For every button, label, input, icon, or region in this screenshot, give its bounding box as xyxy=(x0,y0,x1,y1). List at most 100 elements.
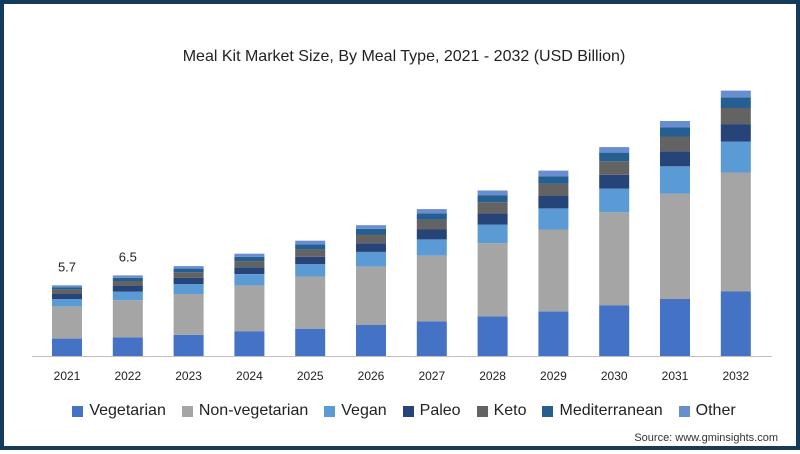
bar-segment-mediterranean-2026 xyxy=(356,228,386,235)
legend-item-other: Other xyxy=(678,402,736,420)
bar-segment-mediterranean-2031 xyxy=(660,127,690,137)
bar-segment-vegetarian-2023 xyxy=(173,334,204,356)
bar-segment-keto-2024 xyxy=(234,261,265,268)
bar-segment-vegetarian-2030 xyxy=(599,305,630,356)
bar-segment-other-2025 xyxy=(295,240,326,245)
bar-segment-mediterranean-2022 xyxy=(112,277,143,281)
bar-segment-vegetarian-2029 xyxy=(538,311,569,356)
bar-segment-mediterranean-2025 xyxy=(295,244,326,250)
legend-item-non-vegetarian: Non-vegetarian xyxy=(181,402,309,420)
bar-segment-non-vegetarian-2025 xyxy=(295,276,326,329)
bar-segment-keto-2022 xyxy=(112,281,143,286)
bar-segment-vegan-2031 xyxy=(660,166,690,194)
bar-segment-paleo-2026 xyxy=(356,243,386,252)
bar-segment-keto-2021 xyxy=(52,289,82,294)
chart-title: Meal Kit Market Size, By Meal Type, 2021… xyxy=(182,48,626,65)
x-tick-label-2021: 2021 xyxy=(54,369,81,383)
x-tick-label-2032: 2032 xyxy=(722,369,749,383)
bar-segment-paleo-2032 xyxy=(720,124,751,142)
total-label-2022: 6.5 xyxy=(119,249,137,264)
bar-segment-other-2030 xyxy=(599,147,630,153)
total-label-2021: 5.7 xyxy=(58,259,76,274)
bar-segment-mediterranean-2032 xyxy=(720,97,751,108)
bar-segment-vegan-2026 xyxy=(356,251,386,267)
bar-segment-keto-2032 xyxy=(720,108,751,125)
bar-segment-paleo-2031 xyxy=(660,151,690,167)
legend-label-paleo: Paleo xyxy=(419,402,461,419)
bar-segment-paleo-2030 xyxy=(599,175,630,189)
bar-segment-vegetarian-2027 xyxy=(416,321,447,356)
stacked-bar-chart: 2021 5.7 2022 6.5 2023 2024 2025 2026 2027 2028 20… xyxy=(32,90,772,383)
bar-segment-mediterranean-2028 xyxy=(477,195,508,203)
legend-label-keto: Keto xyxy=(493,402,527,419)
bar-segment-other-2029 xyxy=(538,170,569,177)
bar-segment-vegetarian-2031 xyxy=(660,299,690,356)
legend-label-non-vegetarian: Non-vegetarian xyxy=(198,402,309,419)
bar-segment-non-vegetarian-2031 xyxy=(660,193,690,299)
x-tick-label-2023: 2023 xyxy=(175,369,202,383)
bar-segment-non-vegetarian-2022 xyxy=(112,300,143,338)
bar-segment-vegan-2029 xyxy=(538,208,569,230)
bar-segment-mediterranean-2021 xyxy=(52,287,82,290)
bar-segment-keto-2026 xyxy=(356,234,386,244)
legend-label-mediterranean: Mediterranean xyxy=(559,402,663,419)
bar-segment-paleo-2025 xyxy=(295,256,326,265)
bar-segment-non-vegetarian-2030 xyxy=(599,212,630,306)
legend-swatch-keto xyxy=(476,405,488,417)
bar-segment-paleo-2021 xyxy=(52,294,82,299)
bar-segment-other-2021 xyxy=(52,285,82,288)
legend-label-vegetarian: Vegetarian xyxy=(89,402,166,419)
bar-segment-non-vegetarian-2028 xyxy=(477,243,508,317)
bar-segment-vegan-2027 xyxy=(416,239,447,256)
bar-segment-vegan-2032 xyxy=(720,141,751,173)
legend-swatch-paleo xyxy=(402,405,414,417)
x-tick-label-2026: 2026 xyxy=(358,369,385,383)
bar-segment-mediterranean-2023 xyxy=(173,268,204,273)
bar-segment-mediterranean-2030 xyxy=(599,152,630,162)
bar-segment-paleo-2022 xyxy=(112,285,143,292)
legend-swatch-vegetarian xyxy=(72,405,84,417)
bar-segment-vegetarian-2022 xyxy=(112,337,143,356)
source-note: Source: www.gminsights.com xyxy=(634,432,778,444)
bar-segment-vegetarian-2028 xyxy=(477,316,508,356)
bar-segment-other-2028 xyxy=(477,190,508,196)
x-tick-label-2031: 2031 xyxy=(662,369,689,383)
bar-segment-vegetarian-2025 xyxy=(295,328,326,356)
bar-segment-vegetarian-2032 xyxy=(720,291,751,356)
bar-segment-vegan-2023 xyxy=(173,284,204,294)
x-tick-label-2024: 2024 xyxy=(236,369,263,383)
bar-segment-vegan-2030 xyxy=(599,188,630,213)
bar-segment-non-vegetarian-2026 xyxy=(356,266,386,325)
bar-segment-paleo-2024 xyxy=(234,267,265,275)
bar-segment-vegan-2024 xyxy=(234,274,265,286)
bar-segment-non-vegetarian-2024 xyxy=(234,285,265,332)
bar-segment-keto-2023 xyxy=(173,272,204,278)
bar-segment-vegetarian-2026 xyxy=(356,325,386,356)
bar-segment-vegan-2025 xyxy=(295,264,326,277)
legend-swatch-vegan xyxy=(324,405,336,417)
bar-segment-mediterranean-2029 xyxy=(538,176,569,184)
bar-segment-other-2027 xyxy=(416,209,447,214)
legend-item-vegetarian: Vegetarian xyxy=(72,402,166,420)
x-tick-label-2025: 2025 xyxy=(297,369,324,383)
x-tick-label-2022: 2022 xyxy=(114,369,141,383)
bar-segment-keto-2031 xyxy=(660,136,690,152)
bar-segment-vegetarian-2021 xyxy=(52,338,82,356)
legend-item-keto: Keto xyxy=(476,402,527,420)
bar-segment-other-2031 xyxy=(660,121,690,128)
bar-segment-vegan-2021 xyxy=(52,299,82,307)
x-tick-label-2029: 2029 xyxy=(540,369,567,383)
bar-segment-other-2032 xyxy=(720,90,751,98)
bar-segment-other-2023 xyxy=(173,266,204,269)
legend-label-other: Other xyxy=(695,402,736,419)
legend-label-vegan: Vegan xyxy=(341,402,387,419)
bar-segment-non-vegetarian-2029 xyxy=(538,229,569,312)
x-tick-label-2030: 2030 xyxy=(601,369,628,383)
bar-segment-paleo-2029 xyxy=(538,196,569,209)
bar-segment-non-vegetarian-2032 xyxy=(720,172,751,292)
bar-segment-paleo-2028 xyxy=(477,213,508,225)
legend-swatch-mediterranean xyxy=(542,405,554,417)
bar-segment-paleo-2023 xyxy=(173,277,204,285)
legend-swatch-other xyxy=(678,405,690,417)
